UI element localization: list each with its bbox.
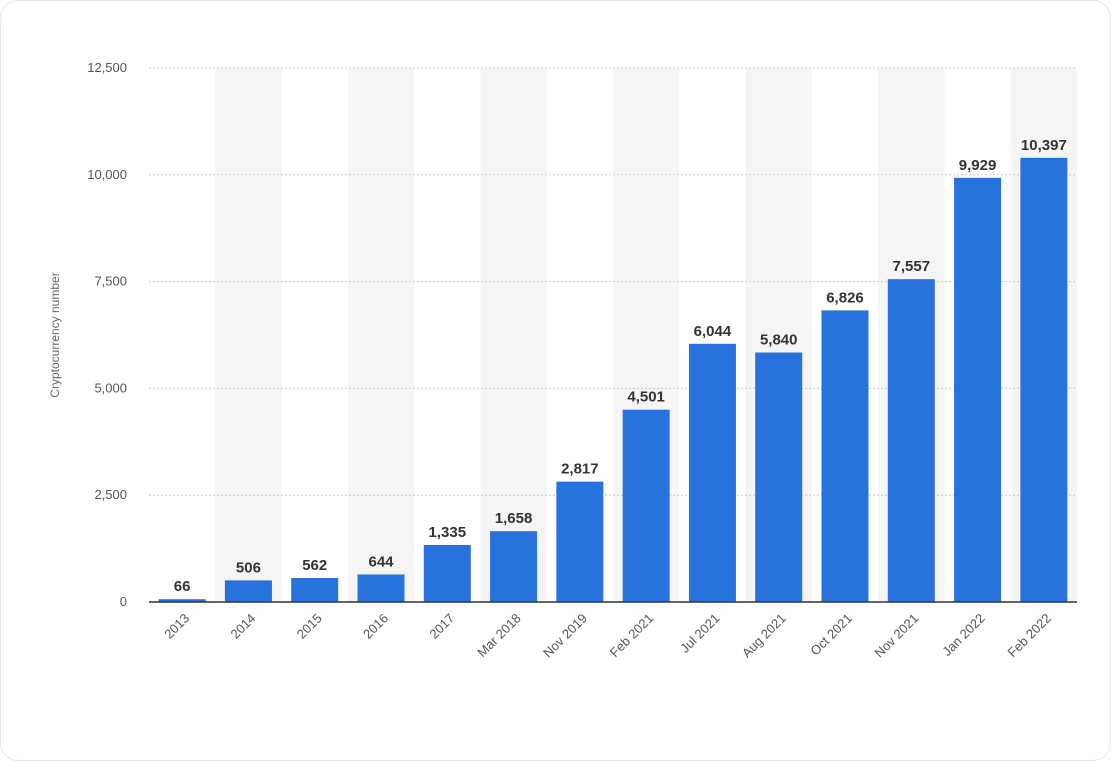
y-tick-label: 2,500 xyxy=(94,487,127,502)
x-axis-labels: 2013 2014 2015 2016 2017 Mar 2018 Nov 2019 Feb … xyxy=(161,611,1054,661)
value-label: 7,557 xyxy=(893,258,931,275)
x-tick-label: Feb 2021 xyxy=(607,611,656,660)
y-tick-label: 12,500 xyxy=(87,60,127,75)
x-tick-label: Jul 2021 xyxy=(677,611,722,656)
y-tick-label: 10,000 xyxy=(87,167,127,182)
y-tick-label: 0 xyxy=(120,594,127,609)
value-label: 5,840 xyxy=(760,332,798,349)
bar xyxy=(1020,157,1068,603)
bar xyxy=(821,310,869,602)
x-tick-label: 2014 xyxy=(227,611,258,642)
bar xyxy=(423,544,471,602)
x-tick-label: 2016 xyxy=(360,611,391,642)
value-label: 644 xyxy=(368,553,394,570)
bar xyxy=(556,481,604,602)
bar xyxy=(158,599,206,602)
x-tick-label: 2017 xyxy=(426,611,457,642)
x-tick-label: Feb 2022 xyxy=(1005,611,1054,660)
bars xyxy=(158,157,1068,603)
bar xyxy=(954,177,1002,602)
value-label: 66 xyxy=(174,578,191,595)
value-label: 6,826 xyxy=(826,289,864,306)
value-label: 1,658 xyxy=(495,510,533,527)
background-stripe xyxy=(347,68,415,602)
x-tick-label: Oct 2021 xyxy=(807,611,855,659)
value-label: 10,397 xyxy=(1021,137,1067,154)
value-label: 9,929 xyxy=(959,157,997,174)
y-tick-label: 5,000 xyxy=(94,380,127,395)
background-stripe xyxy=(215,68,282,602)
x-tick-label: Aug 2021 xyxy=(739,611,789,661)
x-tick-label: Nov 2021 xyxy=(871,611,921,661)
value-labels: 66 506 562 644 1,335 1,658 2,817 4,501 6,044 5,84… xyxy=(174,137,1067,595)
value-label: 4,501 xyxy=(627,389,665,406)
background-stripe xyxy=(480,68,547,602)
bar xyxy=(622,409,670,602)
bar xyxy=(490,531,538,602)
x-tick-label: 2013 xyxy=(161,611,192,642)
value-label: 2,817 xyxy=(561,461,599,478)
y-tick-label: 7,500 xyxy=(94,274,127,289)
y-axis-ticks: 0 2,500 5,000 7,500 10,000 12,500 xyxy=(87,60,127,609)
bar xyxy=(291,577,339,602)
bar xyxy=(357,574,405,602)
y-axis-label: Cryptocurrency number xyxy=(48,272,62,397)
x-tick-label: 2015 xyxy=(294,611,325,642)
value-label: 506 xyxy=(236,559,261,576)
x-tick-label: Jan 2022 xyxy=(939,611,987,659)
value-label: 1,335 xyxy=(429,524,467,541)
bar xyxy=(688,343,736,602)
bar xyxy=(224,580,272,602)
x-tick-label: Nov 2019 xyxy=(540,611,590,661)
bar xyxy=(887,279,935,602)
value-label: 6,044 xyxy=(694,323,732,340)
bar xyxy=(755,352,803,602)
value-label: 562 xyxy=(302,557,327,574)
x-tick-label: Mar 2018 xyxy=(474,611,523,660)
